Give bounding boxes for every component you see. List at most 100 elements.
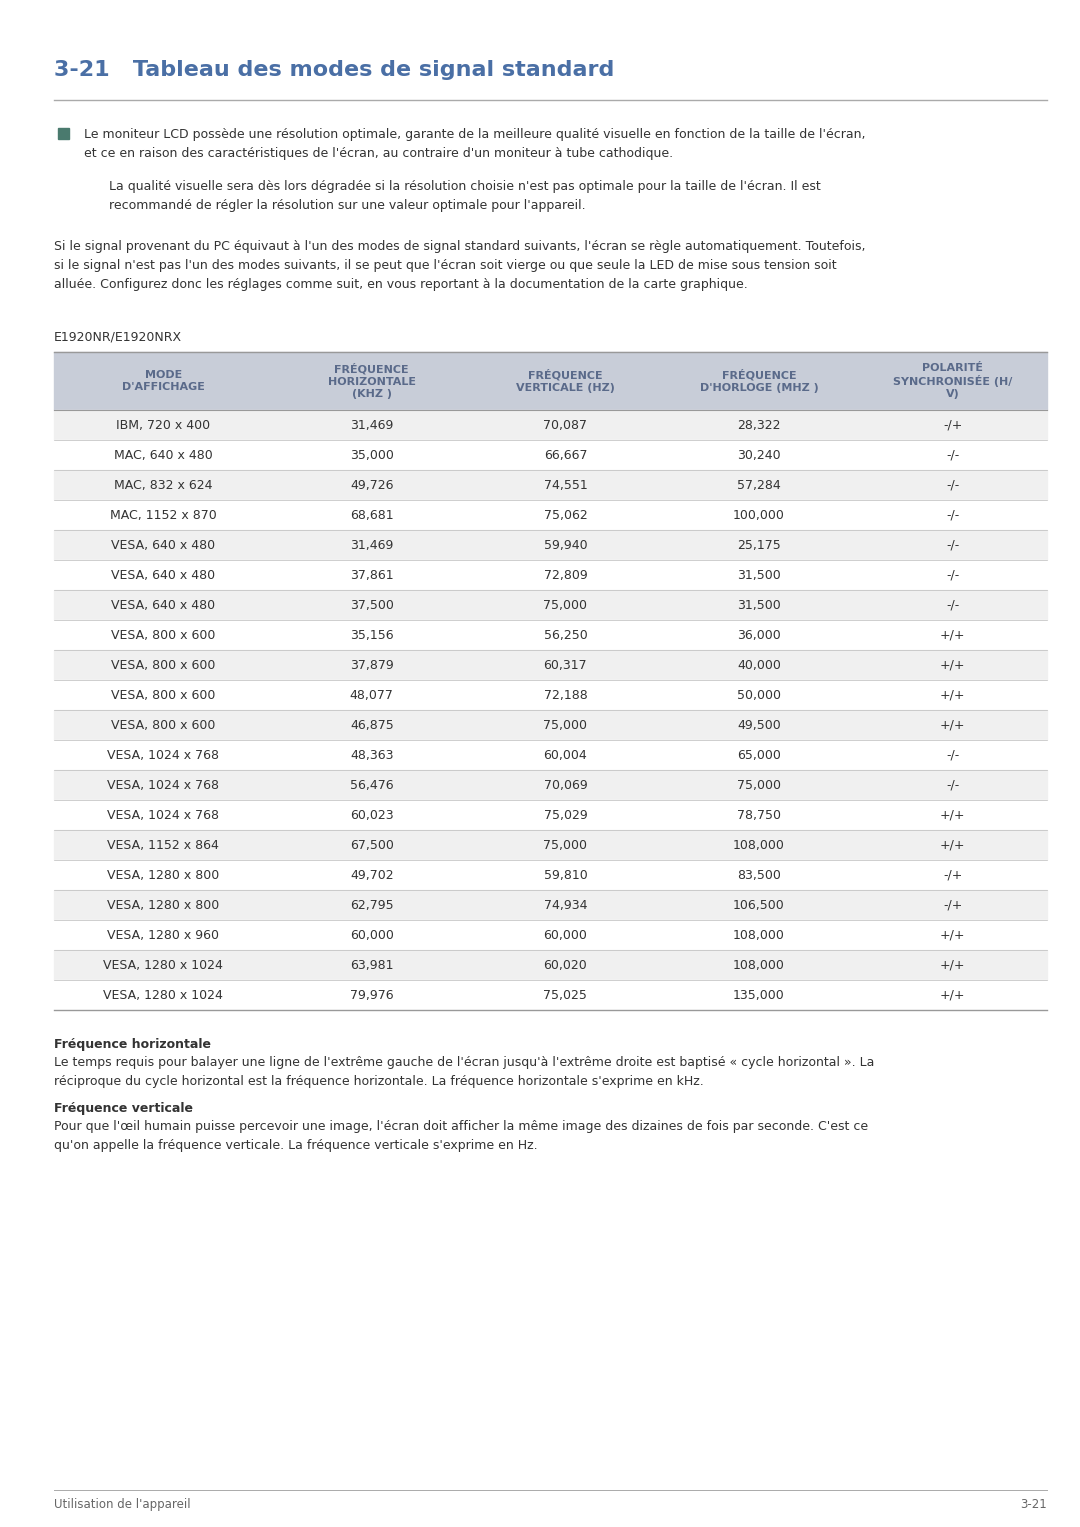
Text: VESA, 800 x 600: VESA, 800 x 600 (111, 658, 215, 672)
Text: VESA, 1280 x 960: VESA, 1280 x 960 (107, 928, 219, 942)
Text: Fréquence horizontale: Fréquence horizontale (54, 1038, 211, 1051)
Text: +/+: +/+ (940, 959, 966, 971)
Text: 100,000: 100,000 (733, 508, 785, 522)
Text: 36,000: 36,000 (738, 629, 781, 641)
Text: 75,000: 75,000 (543, 838, 588, 852)
Text: 59,810: 59,810 (543, 869, 588, 881)
Text: Utilisation de l'appareil: Utilisation de l'appareil (54, 1498, 191, 1512)
Text: VESA, 800 x 600: VESA, 800 x 600 (111, 689, 215, 701)
Text: +/+: +/+ (940, 719, 966, 731)
Text: 35,000: 35,000 (350, 449, 394, 461)
Text: MAC, 832 x 624: MAC, 832 x 624 (114, 478, 213, 492)
Text: 49,500: 49,500 (738, 719, 781, 731)
Text: VESA, 800 x 600: VESA, 800 x 600 (111, 629, 215, 641)
Bar (54, 530, 1047, 560)
Bar (54, 680, 1047, 710)
Bar (54, 560, 1047, 589)
Text: -/+: -/+ (943, 869, 962, 881)
Text: 68,681: 68,681 (350, 508, 393, 522)
Bar (54, 919, 1047, 950)
Text: -/-: -/- (946, 478, 959, 492)
Text: VESA, 640 x 480: VESA, 640 x 480 (111, 568, 215, 582)
Bar (54, 860, 1047, 890)
Text: VESA, 1152 x 864: VESA, 1152 x 864 (107, 838, 219, 852)
Text: 40,000: 40,000 (737, 658, 781, 672)
Text: E1920NR/E1920NRX: E1920NR/E1920NRX (54, 330, 183, 344)
Text: FRÉQUENCE
D'HORLOGE (MHZ ): FRÉQUENCE D'HORLOGE (MHZ ) (700, 370, 819, 392)
Text: 108,000: 108,000 (733, 928, 785, 942)
Text: -/-: -/- (946, 779, 959, 791)
Text: -/-: -/- (946, 449, 959, 461)
Bar (54, 890, 1047, 919)
Bar (54, 950, 1047, 980)
Bar (54, 770, 1047, 800)
Text: 72,188: 72,188 (543, 689, 588, 701)
Text: 108,000: 108,000 (733, 959, 785, 971)
Bar (54, 620, 1047, 651)
Text: 59,940: 59,940 (543, 539, 588, 551)
Text: 25,175: 25,175 (738, 539, 781, 551)
Text: +/+: +/+ (940, 689, 966, 701)
Text: 60,000: 60,000 (350, 928, 394, 942)
Bar (54, 589, 1047, 620)
Text: 106,500: 106,500 (733, 898, 785, 912)
Text: MAC, 1152 x 870: MAC, 1152 x 870 (110, 508, 217, 522)
Text: 57,284: 57,284 (738, 478, 781, 492)
Text: 3-21   Tableau des modes de signal standard: 3-21 Tableau des modes de signal standar… (54, 60, 615, 79)
Text: 48,363: 48,363 (350, 748, 393, 762)
Text: 49,702: 49,702 (350, 869, 393, 881)
Text: 83,500: 83,500 (737, 869, 781, 881)
Text: 75,062: 75,062 (543, 508, 588, 522)
Text: 31,500: 31,500 (738, 599, 781, 611)
Text: 66,667: 66,667 (543, 449, 588, 461)
Text: La qualité visuelle sera dès lors dégradée si la résolution choisie n'est pas op: La qualité visuelle sera dès lors dégrad… (109, 180, 821, 212)
Text: 65,000: 65,000 (737, 748, 781, 762)
Text: 108,000: 108,000 (733, 838, 785, 852)
Text: +/+: +/+ (940, 838, 966, 852)
Text: 78,750: 78,750 (737, 808, 781, 822)
Text: Pour que l'œil humain puisse percevoir une image, l'écran doit afficher la même : Pour que l'œil humain puisse percevoir u… (54, 1119, 868, 1151)
Text: 60,004: 60,004 (543, 748, 588, 762)
Text: 46,875: 46,875 (350, 719, 393, 731)
Text: 74,934: 74,934 (543, 898, 588, 912)
Text: 3-21: 3-21 (1021, 1498, 1047, 1512)
Bar (54, 800, 1047, 831)
Text: +/+: +/+ (940, 808, 966, 822)
Text: 37,500: 37,500 (350, 599, 394, 611)
Text: FRÉQUENCE
HORIZONTALE
(KHZ ): FRÉQUENCE HORIZONTALE (KHZ ) (327, 363, 416, 399)
Text: 74,551: 74,551 (543, 478, 588, 492)
Text: 60,020: 60,020 (543, 959, 588, 971)
Bar (54, 741, 1047, 770)
Text: VESA, 1024 x 768: VESA, 1024 x 768 (107, 808, 219, 822)
Text: FRÉQUENCE
VERTICALE (HZ): FRÉQUENCE VERTICALE (HZ) (516, 370, 615, 392)
Text: -/-: -/- (946, 508, 959, 522)
Text: 62,795: 62,795 (350, 898, 393, 912)
Bar (54, 831, 1047, 860)
Bar (54, 411, 1047, 440)
Text: -/-: -/- (946, 539, 959, 551)
Text: 37,861: 37,861 (350, 568, 393, 582)
Text: +/+: +/+ (940, 928, 966, 942)
Text: 70,069: 70,069 (543, 779, 588, 791)
Text: 60,317: 60,317 (543, 658, 588, 672)
Text: MAC, 640 x 480: MAC, 640 x 480 (113, 449, 213, 461)
Text: VESA, 1280 x 1024: VESA, 1280 x 1024 (104, 988, 224, 1002)
Text: VESA, 1280 x 800: VESA, 1280 x 800 (107, 869, 219, 881)
Text: IBM, 720 x 400: IBM, 720 x 400 (117, 418, 211, 432)
Text: -/-: -/- (946, 599, 959, 611)
Text: VESA, 640 x 480: VESA, 640 x 480 (111, 599, 215, 611)
Text: 35,156: 35,156 (350, 629, 393, 641)
Text: 31,469: 31,469 (350, 539, 393, 551)
Bar (54, 980, 1047, 1009)
Text: VESA, 1280 x 800: VESA, 1280 x 800 (107, 898, 219, 912)
Bar (54, 470, 1047, 499)
Text: 72,809: 72,809 (543, 568, 588, 582)
Text: VESA, 1024 x 768: VESA, 1024 x 768 (107, 748, 219, 762)
Text: 75,029: 75,029 (543, 808, 588, 822)
Text: Si le signal provenant du PC équivaut à l'un des modes de signal standard suivan: Si le signal provenant du PC équivaut à … (54, 240, 865, 292)
Text: 70,087: 70,087 (543, 418, 588, 432)
Text: 31,500: 31,500 (738, 568, 781, 582)
Text: -/-: -/- (946, 568, 959, 582)
Text: 135,000: 135,000 (733, 988, 785, 1002)
Text: +/+: +/+ (940, 629, 966, 641)
